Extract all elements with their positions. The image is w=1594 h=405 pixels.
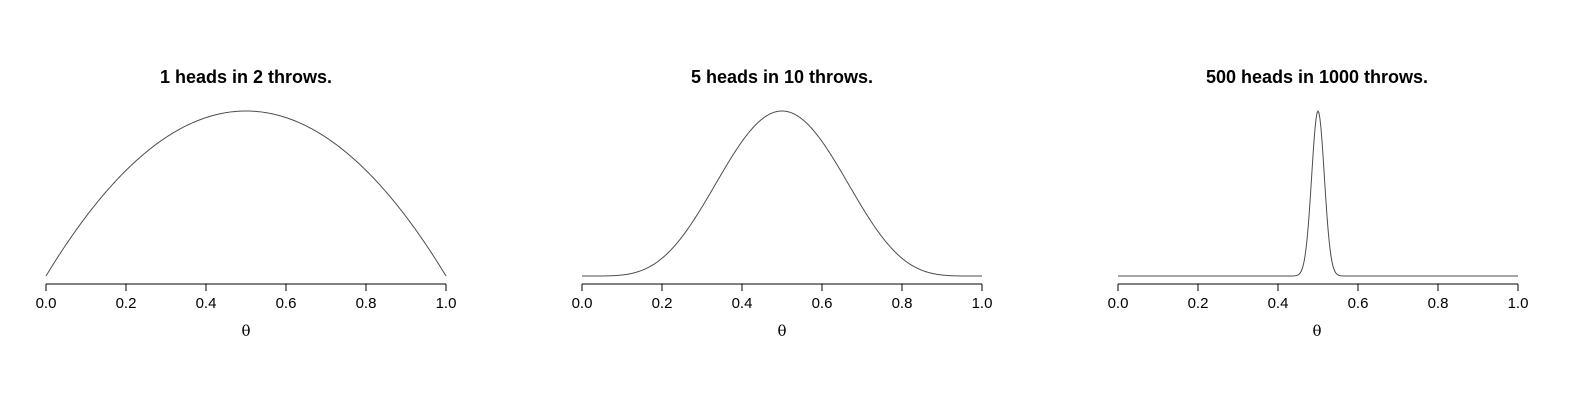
panel-2-tick-labels: 0.0 0.2 0.4 0.6 0.8 1.0 xyxy=(572,295,993,312)
panel-2-ticks xyxy=(581,284,983,291)
panel-2-tick-label-4: 0.8 xyxy=(892,295,913,312)
panel-1-tick-label-0: 0.0 xyxy=(36,295,57,312)
panel-1-x-label: θ xyxy=(241,322,250,340)
panel-3-tick-label-3: 0.6 xyxy=(1348,295,1369,312)
panel-2-tick-label-3: 0.6 xyxy=(812,295,833,312)
panel-1-ticks xyxy=(45,284,447,291)
panel-3-title: 500 heads in 1000 throws. xyxy=(1206,67,1428,87)
panel-1: 1 heads in 2 throws. 0.0 0.2 0.4 0.6 0.8… xyxy=(36,67,457,340)
panel-3-tick-label-2: 0.4 xyxy=(1268,295,1289,312)
panel-1-tick-label-2: 0.4 xyxy=(196,295,217,312)
panel-2-curve xyxy=(582,110,982,277)
panel-1-tick-label-1: 0.2 xyxy=(116,295,137,312)
panel-3-ticks xyxy=(1117,284,1519,291)
panel-2-x-label: θ xyxy=(777,322,786,340)
panel-2-title: 5 heads in 10 throws. xyxy=(691,67,873,87)
panel-3-tick-label-4: 0.8 xyxy=(1428,295,1449,312)
panel-3-tick-label-0: 0.0 xyxy=(1108,295,1129,312)
panel-2-tick-label-5: 1.0 xyxy=(972,295,993,312)
panel-1-title: 1 heads in 2 throws. xyxy=(160,67,332,87)
panel-2-tick-label-0: 0.0 xyxy=(572,295,593,312)
panel-1-tick-label-4: 0.8 xyxy=(356,295,377,312)
panel-3-tick-labels: 0.0 0.2 0.4 0.6 0.8 1.0 xyxy=(1108,295,1529,312)
panel-2-tick-label-2: 0.4 xyxy=(732,295,753,312)
panel-3-tick-label-5: 1.0 xyxy=(1508,295,1529,312)
panel-1-tick-label-5: 1.0 xyxy=(436,295,457,312)
panel-1-tick-labels: 0.0 0.2 0.4 0.6 0.8 1.0 xyxy=(36,295,457,312)
panel-3-tick-label-1: 0.2 xyxy=(1188,295,1209,312)
panel-2: 5 heads in 10 throws. 0.0 0.2 0.4 0.6 0.… xyxy=(572,67,993,340)
panel-2-tick-label-1: 0.2 xyxy=(652,295,673,312)
panel-1-curve xyxy=(45,110,447,277)
panel-1-tick-label-3: 0.6 xyxy=(276,295,297,312)
panel-3-x-label: θ xyxy=(1312,322,1321,340)
panel-3-curve xyxy=(1118,109,1518,277)
panel-3: 500 heads in 1000 throws. 0.0 0.2 0.4 0.… xyxy=(1108,67,1529,340)
